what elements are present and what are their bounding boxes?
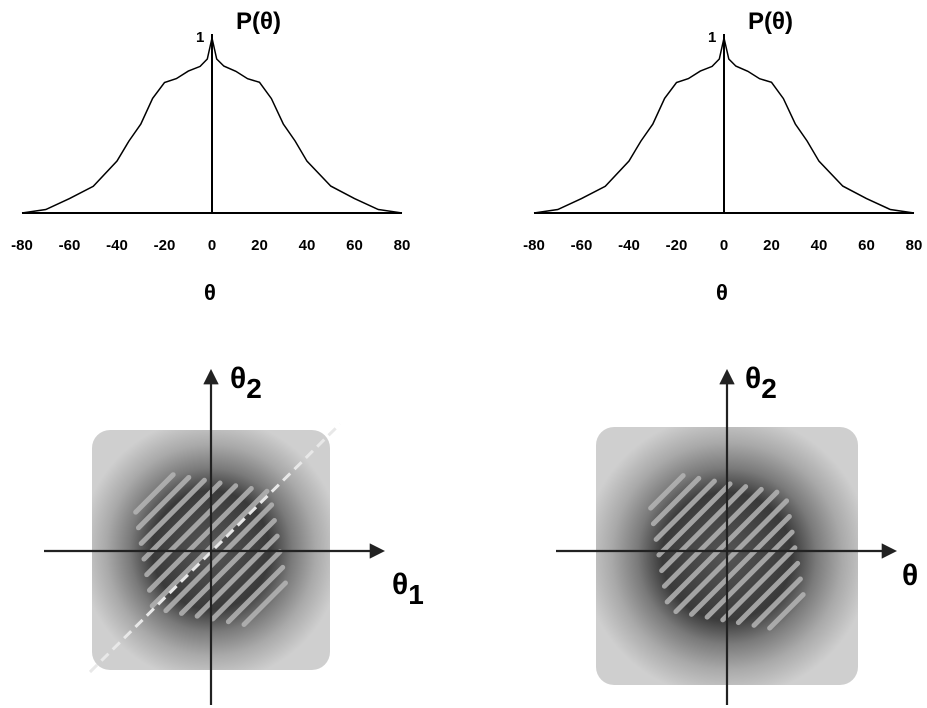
stripe bbox=[194, 533, 280, 619]
heatmap-stripes bbox=[133, 472, 288, 627]
stripe bbox=[661, 486, 764, 589]
stripe bbox=[163, 502, 275, 614]
x-axis-label: θ bbox=[902, 559, 918, 592]
stripe bbox=[179, 518, 277, 616]
stripe bbox=[138, 477, 207, 546]
line-chart-top-right: P(θ) 1 -80 -60 -40 -20 0 20 40 60 80 θ bbox=[523, 8, 922, 305]
x-tick-label: 80 bbox=[394, 237, 411, 254]
x-tick-label: 20 bbox=[251, 237, 268, 254]
stripe bbox=[648, 473, 686, 511]
stripe bbox=[735, 560, 801, 626]
heatmap-bottom-left: θ2 θ1 bbox=[44, 362, 424, 705]
x-axis-label: θ bbox=[204, 280, 216, 305]
x-tick-label: 40 bbox=[811, 237, 828, 254]
stripe bbox=[149, 488, 270, 609]
stripe bbox=[673, 498, 790, 615]
x-tick-label: -20 bbox=[154, 237, 176, 254]
x-tick-label: -60 bbox=[59, 237, 81, 254]
y-axis-label: θ2 bbox=[230, 362, 262, 404]
y-axis-label: θ2 bbox=[745, 362, 777, 404]
x-tick-label: 20 bbox=[763, 237, 780, 254]
stripe bbox=[141, 480, 223, 562]
stripe bbox=[210, 549, 283, 622]
x-tick-label: 60 bbox=[346, 237, 363, 254]
stripe bbox=[650, 475, 702, 527]
stripe bbox=[720, 545, 798, 623]
peak-label: 1 bbox=[196, 29, 204, 46]
series-line bbox=[21, 37, 403, 214]
stripe bbox=[689, 514, 792, 617]
x-tick-label: 60 bbox=[858, 237, 875, 254]
stripe bbox=[133, 472, 176, 515]
stripe bbox=[225, 564, 286, 625]
x-tick-labels: -80 -60 -40 -20 0 20 40 60 80 bbox=[11, 237, 410, 254]
stripe bbox=[241, 580, 288, 627]
x-tick-labels: -80 -60 -40 -20 0 20 40 60 80 bbox=[523, 237, 922, 254]
x-tick-label: 40 bbox=[299, 237, 316, 254]
x-axis-label: θ1 bbox=[392, 568, 424, 610]
stripe bbox=[146, 485, 254, 593]
x-tick-label: -60 bbox=[571, 237, 593, 254]
stripe bbox=[767, 592, 806, 631]
chart-title: P(θ) bbox=[236, 8, 281, 35]
x-tick-label: -80 bbox=[523, 237, 545, 254]
x-tick-label: 0 bbox=[208, 237, 216, 254]
chart-title: P(θ) bbox=[748, 8, 793, 35]
stripe bbox=[135, 474, 192, 531]
x-axis-label: θ bbox=[716, 280, 728, 305]
diagonal-streak bbox=[88, 422, 342, 674]
x-tick-label: -40 bbox=[618, 237, 640, 254]
series-line bbox=[533, 37, 915, 214]
stripe bbox=[656, 481, 733, 558]
x-tick-label: -40 bbox=[106, 237, 128, 254]
x-tick-label: -80 bbox=[11, 237, 33, 254]
stripe bbox=[664, 489, 780, 605]
peak-label: 1 bbox=[708, 29, 716, 46]
x-tick-label: -20 bbox=[666, 237, 688, 254]
stripe bbox=[653, 478, 717, 542]
stripe bbox=[144, 483, 239, 578]
stripe bbox=[751, 576, 803, 628]
x-tick-label: 0 bbox=[720, 237, 728, 254]
line-chart-top-left: P(θ) 1 -80 -60 -40 -20 0 20 40 60 80 θ bbox=[11, 8, 410, 305]
x-tick-label: 80 bbox=[906, 237, 923, 254]
heatmap-bottom-right: θ2 θ bbox=[556, 362, 918, 705]
